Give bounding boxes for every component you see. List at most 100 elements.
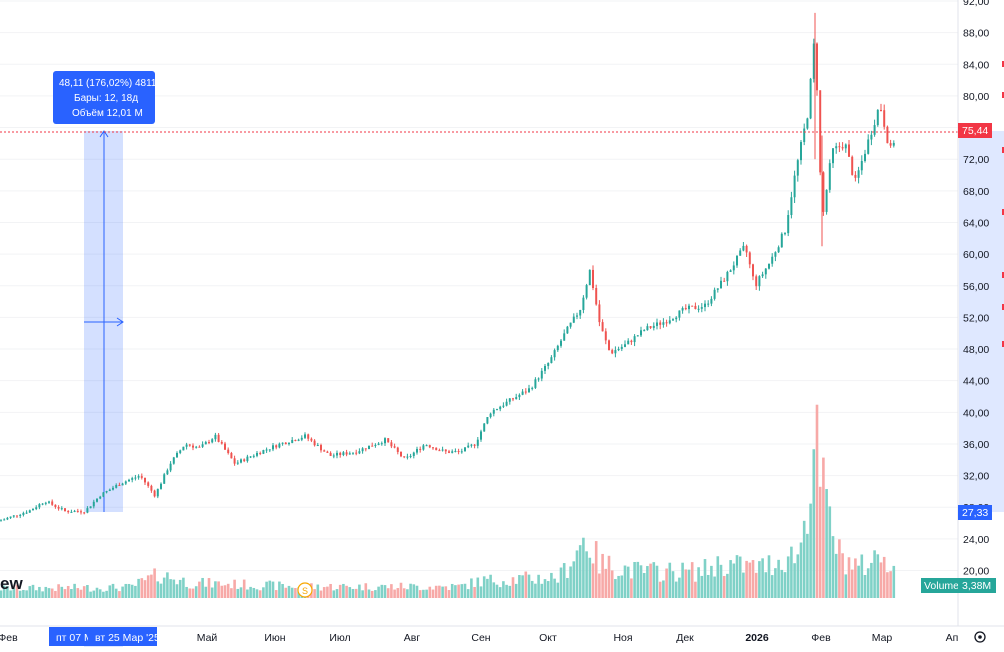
candle-body [560,340,562,346]
candle-body [876,109,879,126]
volume-bar [191,588,195,598]
candle-body [476,439,479,446]
volume-bar [799,542,803,598]
volume-bar [425,589,428,598]
candle-body [428,445,431,448]
volume-bar [252,587,256,598]
range-low-badge-label: 27,33 [962,507,988,519]
candle-body [67,511,70,513]
candle-body [652,325,655,328]
candle-body [739,250,742,256]
candle-body [92,501,95,507]
price-scale-bg[interactable] [958,0,1004,626]
candle-body [348,453,351,455]
volume-bar [585,551,588,598]
volume-bar [409,583,412,598]
candle-body [425,445,428,447]
candle-body [291,439,294,443]
volume-bar [870,562,873,598]
volume-bar [796,554,800,598]
volume-bar [95,587,99,598]
volume-bar [822,457,825,598]
time-tick-label: Фев [811,632,831,644]
candle-body [688,305,690,310]
candle-body [454,451,457,453]
candle-body [540,370,543,379]
volume-bar [146,575,150,598]
volume-bar [543,579,547,598]
volume-bar [329,583,332,598]
candle-body [99,496,102,499]
volume-bar [834,553,838,598]
volume-bar [671,571,675,598]
volume-bar [178,579,182,598]
candle-body [825,189,828,212]
price-tick-label: 60,00 [963,249,989,261]
settings-button[interactable] [966,627,996,647]
range-start-label: пт 07 М [49,627,93,646]
gear-icon[interactable] [974,631,986,643]
candle-body [121,483,124,486]
candle-body [521,391,524,395]
candle-body [131,478,134,480]
volume-bar [143,580,147,598]
time-scale[interactable]: Фев Май Июн Июл Авг Сен Окт Ноя Дек 2026 Фев Мар Ап … [0,625,1004,647]
volume-bar [70,589,73,598]
volume-bar [505,584,508,598]
candle-body [182,446,185,451]
volume-bar [342,583,345,598]
volume-bar [450,583,454,598]
volume-bar [38,586,41,598]
candle-body [697,308,700,310]
candle-body [22,512,25,515]
candle-body [44,502,47,504]
volume-bar [562,563,566,598]
candle-body [262,450,265,454]
candle-body [9,516,12,518]
volume-bar [457,584,460,598]
volume-bar [489,574,492,598]
candle-body [48,501,50,503]
candle-body [675,317,678,320]
volume-bar [406,589,409,598]
volume-bar [729,560,732,598]
candle-body [518,394,521,398]
volume-bar [271,581,275,598]
volume-bar [473,586,476,598]
volume-bar [815,404,819,598]
volume-bar [316,584,320,598]
candle-body [400,451,402,457]
last-price-badge: 75,44 [958,123,992,138]
candle-body [108,489,111,492]
candle-body [464,447,466,452]
volume-bar [726,573,729,598]
candle-body [275,445,278,448]
candle-body [886,126,889,144]
volume-bar [66,585,70,598]
candle-body [585,285,588,298]
candle-body [134,477,137,479]
candle-body [844,144,847,149]
volume-bar [521,575,524,598]
volume-bar [358,584,361,598]
volume-bar [844,574,848,598]
range-start-label-bg [49,627,88,646]
candle-body [816,43,818,91]
event-marker-circle[interactable] [297,582,313,598]
measure-range-tool[interactable] [84,130,124,512]
volume-bar [44,586,48,598]
candle-body [220,441,223,444]
volume-bar [700,575,704,598]
dividend-event-marker[interactable]: S [297,582,313,598]
candle-body [595,288,598,305]
candle-body [12,515,15,517]
volume-bar [713,576,716,598]
price-scale[interactable]: 92,0088,0084,0080,0076,0072,0068,0064,00… [957,0,1004,626]
volume-bar [396,588,400,598]
candle-body [601,322,604,332]
candle-body [432,447,434,449]
volume-bar [534,583,537,598]
candle-body [764,268,767,275]
